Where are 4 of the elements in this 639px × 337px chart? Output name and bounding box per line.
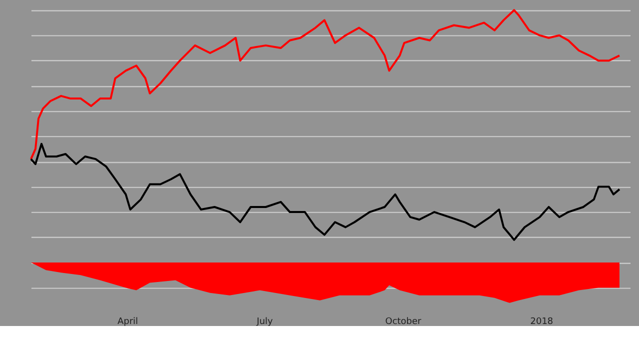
- x-tick-label: April: [118, 317, 138, 328]
- x-tick-label: July: [256, 317, 274, 328]
- x-tick-label: October: [385, 317, 422, 328]
- x-tick-label: 2018: [530, 317, 554, 328]
